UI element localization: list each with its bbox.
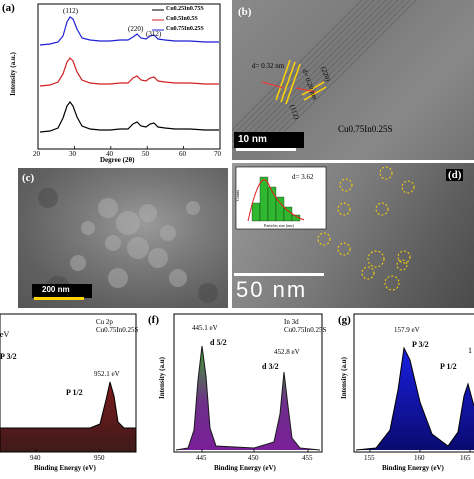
s2p-xtick-155: 155: [364, 454, 375, 462]
in3d-title: In 3d: [284, 318, 299, 326]
tem-inset-text: d= 3.62: [292, 173, 314, 181]
cu2p-xtick-940: 940: [30, 454, 41, 462]
panel-d-label: (d): [446, 169, 464, 181]
panel-a-xrd: (a) Intensity (a.u.) Degree (2θ) 20 30 4…: [0, 0, 232, 165]
xrd-xtick-20: 20: [33, 150, 40, 158]
xrd-curve-red: [39, 57, 219, 87]
s2p-xtick-165: 165: [460, 454, 471, 462]
s2p-xtick-160: 160: [414, 454, 425, 462]
xrd-peak-312: (312): [146, 30, 162, 38]
xrd-xtick-30: 30: [69, 150, 76, 158]
cu2p-material: Cu0.75In0.25S: [96, 326, 139, 334]
in3d-xtick-455: 455: [302, 454, 313, 462]
tem-inset-xlabel: Particles size (nm): [264, 223, 294, 228]
panel-c-label: (c): [22, 172, 35, 184]
xrd-xlabel: Degree (2θ): [100, 156, 135, 164]
cu2p-xlabel: Binding Energy (eV): [34, 464, 96, 472]
cu2p-p32: P 3/2: [0, 352, 17, 361]
lattice-fringes: [232, 0, 474, 160]
s2p-p32: P 3/2: [412, 340, 429, 349]
cu2p-plot: [0, 313, 137, 453]
hrtem-scale-label: 10 nm: [238, 134, 267, 145]
sem-texture: [32, 188, 218, 303]
xrd-xtick-50: 50: [142, 150, 149, 158]
s2p-peak: 157.9 eV: [394, 326, 420, 334]
cu2p-p12: P 1/2: [66, 388, 83, 397]
panel-d-tem: (d) d= 3.62 Counts Particles size (nm) 5…: [232, 163, 474, 308]
xrd-legend-2: Cu0.5In0.5S: [166, 16, 198, 22]
panel-b-hrtem: (b) d= 0.32 nm d= 0.20 nm (112) (220) 10…: [232, 0, 474, 160]
panel-c-sem: (c) 200 nm: [18, 168, 228, 308]
panel-g-xps: (g) Intensity (a.u) 157.9 eV P 3/2 P 1/2…: [336, 310, 474, 474]
s2p-xlabel: Binding Energy (eV): [382, 464, 444, 472]
panel-b-label: (b): [238, 6, 252, 18]
panel-f-label: (f): [148, 314, 159, 326]
in3d-peak1: 445.1 eV: [192, 324, 218, 332]
in3d-xtick-445: 445: [196, 454, 207, 462]
sem-scale-label: 200 nm: [42, 285, 70, 294]
in3d-xtick-450: 450: [248, 454, 259, 462]
panel-a-label: (a): [2, 2, 15, 14]
xrd-xtick-40: 40: [106, 150, 113, 158]
xrd-legend-1: Cu0.25In0.75S: [166, 6, 204, 12]
s2p-p12: P 1/2: [440, 362, 457, 371]
panel-e-xps: eV Cu 2p Cu0.75In0.25S P 3/2 P 1/2 952.1…: [0, 310, 140, 474]
cu2p-label-fragment: eV: [0, 330, 10, 339]
cu2p-title: Cu 2p: [96, 318, 113, 326]
in3d-d32: d 3/2: [262, 362, 279, 371]
in3d-xlabel: Binding Energy (eV): [214, 464, 276, 472]
xrd-plot: [37, 3, 221, 150]
tem-scale-label: 50 nm: [236, 277, 308, 302]
in3d-plot: [173, 313, 323, 453]
panel-f-xps: (f) Intensity (a.u) In 3d Cu0.75In0.25S …: [144, 310, 334, 474]
xrd-peak-112: (112): [63, 7, 78, 15]
xrd-peak-220: (220): [128, 25, 144, 33]
tem-particles: [234, 166, 415, 291]
s2p-plot: [353, 313, 474, 453]
in3d-d52: d 5/2: [210, 338, 227, 347]
hrtem-d1: d= 0.32 nm: [252, 62, 285, 70]
in3d-peak2: 452.8 eV: [274, 348, 300, 356]
xrd-xtick-70: 70: [214, 150, 221, 158]
in3d-material: Cu0.75In0.25S: [284, 326, 327, 334]
xrd-xtick-60: 60: [179, 150, 186, 158]
xrd-legend-3: Cu0.75In0.25S: [166, 26, 204, 32]
in3d-ylabel: Intensity (a.u): [158, 357, 166, 400]
cu2p-xtick-950: 950: [94, 454, 105, 462]
s2p-fragment: 1: [468, 346, 472, 355]
cu2p-peak-label: 952.1 eV: [94, 370, 120, 378]
xrd-ylabel: Intensity (a.u.): [9, 52, 17, 96]
hrtem-material: Cu0.75In0.25S: [338, 124, 393, 134]
xrd-curve-black: [39, 101, 219, 133]
tem-inset-ylabel: Counts: [235, 189, 241, 202]
panel-g-label: (g): [338, 314, 351, 326]
xrd-curve-blue: [39, 16, 219, 46]
s2p-ylabel: Intensity (a.u): [340, 357, 348, 400]
